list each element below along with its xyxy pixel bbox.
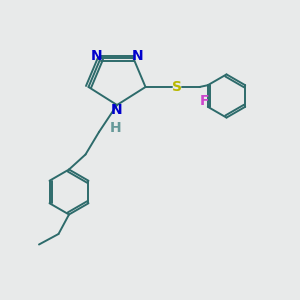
Text: N: N xyxy=(91,50,103,63)
Text: H: H xyxy=(110,122,121,135)
Text: F: F xyxy=(200,94,209,108)
Text: N: N xyxy=(131,50,143,63)
Text: S: S xyxy=(172,80,182,94)
Text: N: N xyxy=(111,103,123,116)
